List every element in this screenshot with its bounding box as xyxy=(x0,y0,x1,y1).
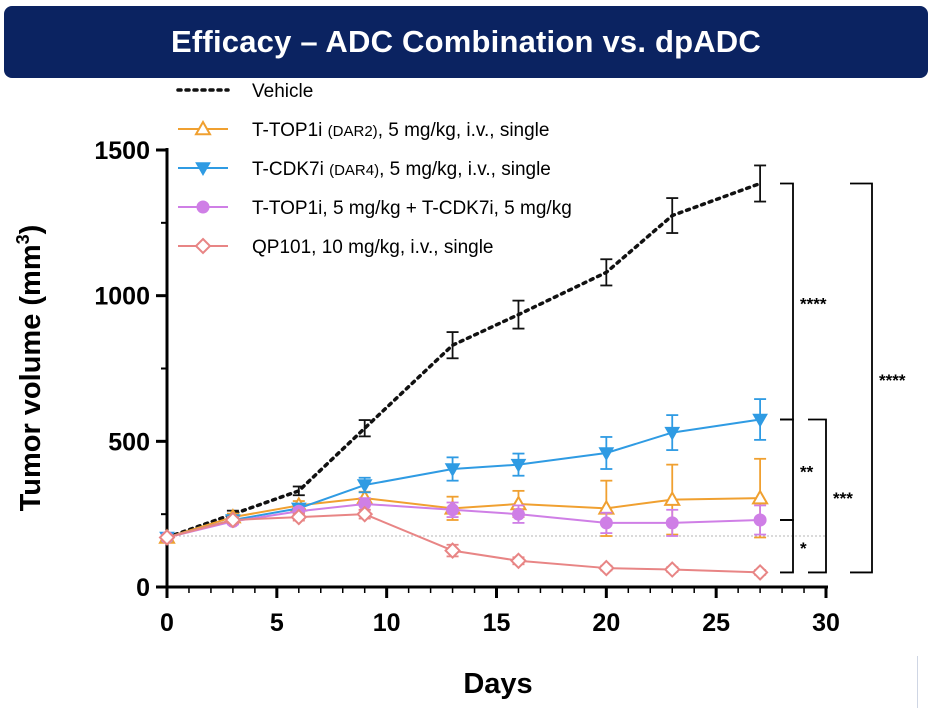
legend-label: QP101, 10 mg/kg, i.v., single xyxy=(252,237,494,258)
data-point xyxy=(599,516,613,530)
data-point xyxy=(510,552,527,570)
data-point xyxy=(510,458,527,473)
bracket-line xyxy=(780,182,794,421)
data-point xyxy=(598,447,615,461)
data-point xyxy=(751,489,769,505)
x-axis-title: Days xyxy=(463,668,532,700)
series-1 xyxy=(158,457,769,544)
y-axis-title: Tumor volume (mm3) xyxy=(13,225,47,512)
legend-entry-4: QP101, 10 mg/kg, i.v., single xyxy=(178,237,494,258)
series-0 xyxy=(161,164,767,542)
legend-label-detail: (DAR4) xyxy=(329,162,379,179)
bracket-line xyxy=(780,418,794,521)
data-point xyxy=(444,542,461,559)
y-axis-title-main: Tumor volume (mm xyxy=(15,244,47,511)
data-point xyxy=(356,505,374,523)
data-point xyxy=(663,561,681,578)
x-tick-label: 0 xyxy=(160,609,174,637)
data-point xyxy=(753,513,767,527)
legend-entry-3: T-TOP1i, 5 mg/kg + T-CDK7i, 5 mg/kg xyxy=(178,198,572,219)
y-tick-label: 0 xyxy=(136,574,150,602)
legend-label: Vehicle xyxy=(252,81,313,102)
data-point xyxy=(224,511,242,529)
x-tick-label: 10 xyxy=(373,609,401,637)
y-axis-title-close: ) xyxy=(15,225,47,235)
legend-label-detail: (DAR2) xyxy=(328,123,378,140)
significance-label: **** xyxy=(800,294,827,313)
data-point xyxy=(356,479,373,494)
axes: 0 500 1000 1500 0 5 10 15 20 25 30 xyxy=(94,137,840,637)
data-point xyxy=(665,516,679,530)
data-point xyxy=(511,507,525,521)
sig-bracket-0: **** xyxy=(780,182,827,421)
significance-label: * xyxy=(800,539,807,558)
legend-marker xyxy=(194,237,212,255)
legend-label-main: QP101, 10 mg/kg, i.v., single xyxy=(252,237,494,258)
data-point xyxy=(663,490,681,506)
bracket-line xyxy=(780,519,794,574)
legend-entry-0: Vehicle xyxy=(176,81,313,102)
x-tick-label: 25 xyxy=(702,609,730,637)
legend-label-main: T-CDK7i xyxy=(252,159,329,180)
legend-marker xyxy=(194,119,212,136)
data-point xyxy=(751,564,769,581)
significance-label: **** xyxy=(879,371,906,390)
data-point xyxy=(446,503,460,517)
legend-entry-1: T-TOP1i (DAR2), 5 mg/kg, i.v., single xyxy=(178,119,549,141)
significance-brackets: ************** xyxy=(780,182,906,574)
x-tick-label: 20 xyxy=(592,609,620,637)
x-tick-label: 15 xyxy=(483,609,511,637)
legend-label-main: T-TOP1i xyxy=(252,120,328,141)
legend-label: T-TOP1i (DAR2), 5 mg/kg, i.v., single xyxy=(252,120,549,141)
decorative-divider xyxy=(917,656,918,708)
data-point xyxy=(290,508,308,526)
legend-marker xyxy=(196,200,210,214)
legend-label-rest: , 5 mg/kg, i.v., single xyxy=(379,159,551,180)
y-tick-label: 1500 xyxy=(94,137,150,165)
data-point xyxy=(597,559,615,577)
sig-bracket-2: * xyxy=(780,519,807,574)
bracket-line xyxy=(850,182,873,574)
legend-marker xyxy=(195,162,211,177)
x-tick-label: 30 xyxy=(812,609,840,637)
title-banner: Efficacy – ADC Combination vs. dpADC xyxy=(4,6,928,78)
sig-bracket-4: **** xyxy=(850,182,906,574)
legend-label-main: Vehicle xyxy=(252,81,313,102)
bracket-line xyxy=(808,418,827,574)
y-tick-label: 500 xyxy=(108,428,150,456)
significance-label: ** xyxy=(800,463,814,482)
y-axis-title-sup: 3 xyxy=(13,234,33,244)
series-4 xyxy=(158,505,769,581)
data-point xyxy=(444,463,461,478)
series-2 xyxy=(159,398,768,546)
legend-label: T-TOP1i, 5 mg/kg + T-CDK7i, 5 mg/kg xyxy=(252,198,572,219)
significance-label: *** xyxy=(833,489,853,508)
legend-label: T-CDK7i (DAR4), 5 mg/kg, i.v., single xyxy=(252,159,551,180)
data-point xyxy=(664,426,681,441)
data-point xyxy=(158,529,176,546)
series-layer xyxy=(158,164,769,581)
y-tick-label: 1000 xyxy=(94,283,150,311)
legend-entry-2: T-CDK7i (DAR4), 5 mg/kg, i.v., single xyxy=(178,159,551,180)
sig-bracket-3: *** xyxy=(808,418,853,574)
legend-label-main: T-TOP1i, 5 mg/kg + T-CDK7i, 5 mg/kg xyxy=(252,198,572,219)
legend-label-rest: , 5 mg/kg, i.v., single xyxy=(378,120,550,141)
sig-bracket-1: ** xyxy=(780,418,814,521)
slide-title: Efficacy – ADC Combination vs. dpADC xyxy=(171,24,761,59)
data-point xyxy=(752,413,768,428)
x-tick-label: 5 xyxy=(270,609,284,637)
